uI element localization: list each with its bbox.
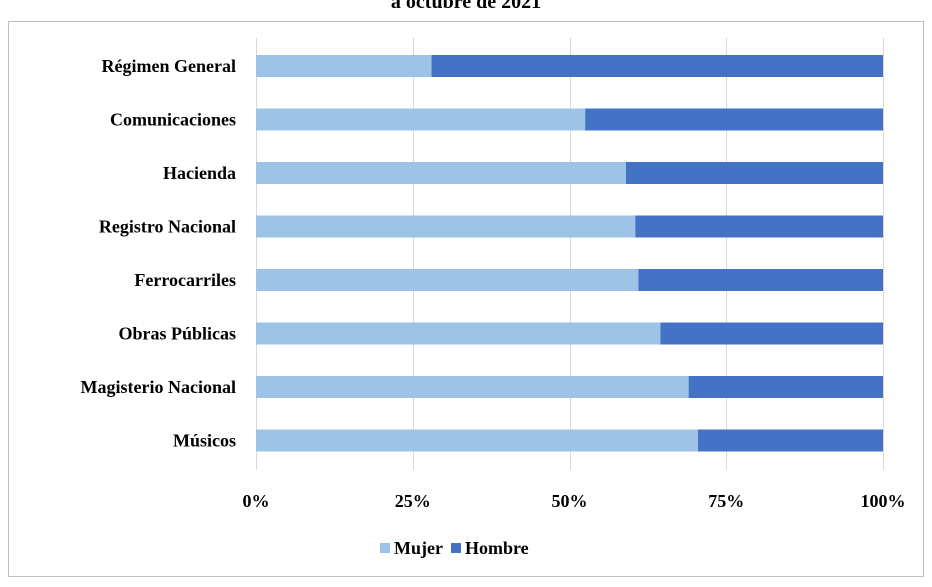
bar-mujer-4 [256, 269, 639, 291]
bars-layer [256, 55, 883, 452]
category-label-6: Magisterio Nacional [81, 377, 236, 397]
category-label-3: Registro Nacional [99, 217, 236, 237]
x-tick-label-3: 75% [708, 491, 744, 511]
chart-title: a octubre de 2021 [391, 0, 541, 13]
x-tick-label-4: 100% [861, 491, 906, 511]
bar-hombre-7 [698, 429, 883, 452]
category-label-7: Músicos [173, 431, 236, 451]
bar-hombre-5 [660, 322, 883, 345]
bar-hombre-0 [431, 55, 883, 77]
x-tick-label-0: 0% [243, 491, 270, 511]
category-labels: Régimen General Comunicaciones Hacienda Reg… [81, 56, 236, 451]
chart-frame [8, 21, 924, 577]
bar-hombre-1 [585, 108, 883, 131]
bar-hombre-4 [638, 269, 883, 291]
bar-mujer-7 [256, 429, 699, 452]
bar-mujer-1 [256, 108, 586, 131]
bar-hombre-3 [635, 215, 883, 238]
bar-mujer-0 [256, 55, 432, 77]
bar-hombre-2 [625, 162, 883, 184]
legend-swatch-mujer [380, 543, 390, 553]
category-label-4: Ferrocarriles [134, 270, 236, 290]
category-label-5: Obras Públicas [118, 324, 236, 344]
bar-mujer-2 [256, 162, 626, 184]
bar-hombre-6 [688, 376, 883, 398]
legend-label-mujer: Mujer [394, 538, 443, 558]
x-tick-label-2: 50% [552, 491, 588, 511]
legend-swatch-hombre [451, 543, 461, 553]
category-label-1: Comunicaciones [110, 110, 236, 130]
bar-mujer-5 [256, 322, 661, 345]
x-tick-label-1: 25% [395, 491, 431, 511]
category-label-0: Régimen General [102, 56, 236, 76]
bar-mujer-6 [256, 376, 689, 398]
legend-label-hombre: Hombre [465, 538, 529, 558]
category-label-2: Hacienda [163, 163, 236, 183]
grid-layer [256, 38, 884, 470]
x-axis-tick-labels: 0% 25% 50% 75% 100% [243, 491, 906, 511]
bar-mujer-3 [256, 215, 636, 238]
legend: Mujer Hombre [380, 538, 529, 558]
